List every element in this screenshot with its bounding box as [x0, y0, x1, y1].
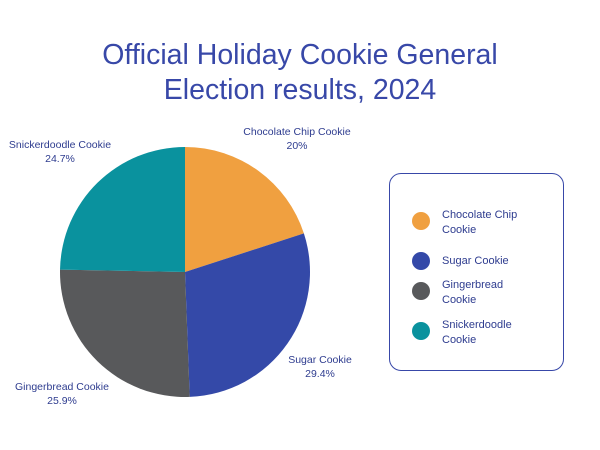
slice-label-sugar-cookie: Sugar Cookie 29.4%: [288, 353, 352, 381]
slice-label-snickerdoodle-cookie: Snickerdoodle Cookie 24.7%: [9, 138, 111, 166]
legend-item-gingerbread-cookie: Gingerbread Cookie: [412, 278, 552, 308]
slice-label-name: Chocolate Chip Cookie: [243, 126, 351, 138]
slice-label-value: 29.4%: [305, 368, 335, 380]
chart-title-line-2: Election results, 2024: [163, 74, 437, 106]
slice-label-value: 25.9%: [47, 395, 77, 407]
slice-label-value: 24.7%: [45, 153, 75, 165]
legend-label: Sugar Cookie: [442, 255, 509, 267]
slice-label-name: Gingerbread Cookie: [15, 381, 109, 393]
chart-title: Official Holiday Cookie General Election…: [0, 38, 600, 108]
legend-item-snickerdoodle-cookie: Snickerdoodle Cookie: [412, 318, 552, 348]
slice-label-name: Snickerdoodle Cookie: [8, 139, 112, 151]
legend-label: Snickerdoodle Cookie: [442, 319, 512, 346]
pie-slice-chocolate-chip-cookie: [185, 147, 304, 272]
legend-label: Chocolate Chip Cookie: [442, 209, 518, 236]
slice-label-chocolate-chip-cookie: Chocolate Chip Cookie 20%: [243, 125, 350, 153]
legend-label: Gingerbread Cookie: [442, 279, 504, 306]
slice-label-name: Sugar Cookie: [288, 354, 352, 366]
legend-swatch: [412, 282, 430, 300]
pie-slice-snickerdoodle-cookie: [60, 147, 185, 272]
slice-label-gingerbread-cookie: Gingerbread Cookie 25.9%: [15, 380, 109, 408]
pie-slice-gingerbread-cookie: [59, 269, 190, 397]
legend: Chocolate Chip Cookie Sugar Cookie Gingerbr…: [389, 173, 564, 371]
legend-item-chocolate-chip-cookie: Chocolate Chip Cookie: [412, 208, 552, 238]
legend-swatch: [412, 252, 430, 270]
legend-item-sugar-cookie: Sugar Cookie: [412, 248, 552, 278]
pie-slice-sugar-cookie: [185, 233, 310, 397]
legend-swatch: [412, 322, 430, 340]
chart-title-line-1: Official Holiday Cookie General: [102, 39, 498, 71]
legend-swatch: [412, 212, 430, 230]
slice-label-value: 20%: [286, 140, 308, 152]
